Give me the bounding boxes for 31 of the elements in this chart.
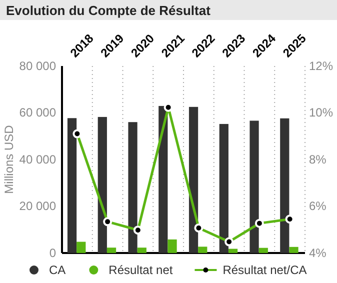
bar — [188, 106, 198, 253]
bar — [228, 248, 238, 253]
y-tick-label: 20 000 — [19, 199, 56, 214]
y-tick-label: 60 000 — [19, 106, 56, 120]
bar — [168, 239, 177, 253]
y2-tick-label: 4% — [309, 246, 327, 260]
bar — [219, 124, 228, 253]
y-tick-label: 40 000 — [19, 152, 56, 166]
y2-tick-label: 12% — [309, 58, 334, 73]
bar — [158, 106, 168, 253]
chart-title: Evolution du Compte de Résultat — [6, 3, 212, 18]
y-tick-label: 80 000 — [19, 58, 56, 73]
bar — [106, 248, 116, 253]
y2-tick-label: 8% — [309, 152, 327, 166]
y2-tick-label: 6% — [309, 199, 327, 214]
bar — [198, 246, 208, 253]
bar — [250, 120, 259, 253]
bar — [67, 118, 77, 253]
bar — [128, 122, 138, 253]
bar — [258, 248, 268, 253]
legend-label: Résultat net — [108, 263, 174, 277]
y2-tick-label: 10% — [309, 106, 334, 120]
legend-label: CA — [49, 263, 66, 277]
bar — [98, 116, 107, 253]
bar — [76, 242, 86, 253]
y-tick-label: 0 — [49, 246, 56, 260]
bar — [280, 118, 290, 253]
legend-label: Résultat net/CA — [222, 263, 307, 277]
y-axis-title: Millions USD — [2, 124, 16, 194]
bar — [137, 248, 146, 253]
bar — [289, 246, 298, 253]
